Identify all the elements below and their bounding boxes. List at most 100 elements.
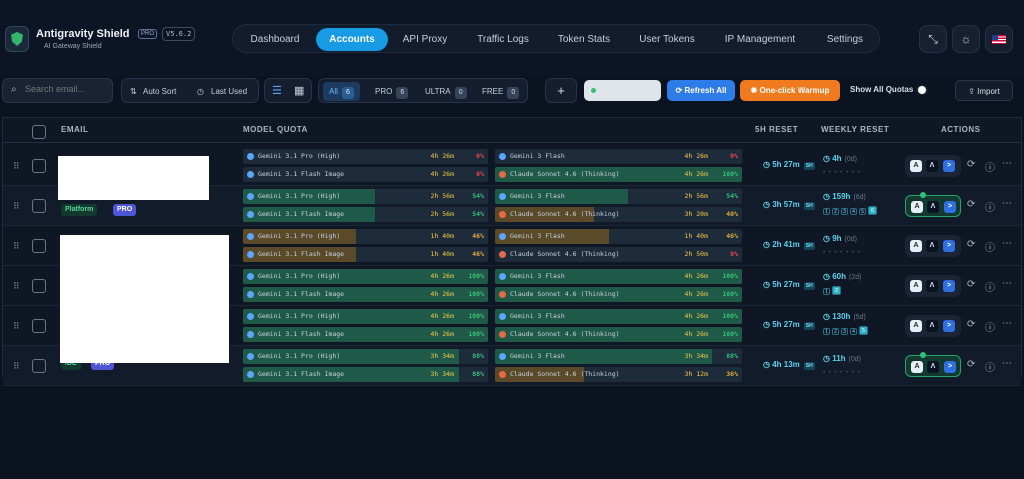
- refresh-icon[interactable]: ⟳: [967, 319, 976, 330]
- gemini-model-icon: [247, 171, 254, 178]
- antigravity-client-icon[interactable]: A: [911, 361, 923, 373]
- info-icon[interactable]: ⓘ: [985, 283, 995, 294]
- tab-user-tokens[interactable]: User Tokens: [639, 34, 695, 45]
- info-icon[interactable]: ⓘ: [985, 243, 995, 254]
- agent-client-icon[interactable]: Λ: [926, 240, 938, 252]
- claude-model-icon: [499, 291, 506, 298]
- clock-icon: ◷: [763, 320, 773, 329]
- row-checkbox[interactable]: [32, 199, 46, 213]
- account-clients: A Λ >: [905, 235, 961, 257]
- quota-reset-time: 4h 26m: [684, 152, 708, 160]
- antigravity-client-icon[interactable]: A: [910, 160, 922, 172]
- quota-percent: 0%: [730, 152, 738, 160]
- main-nav: Dashboard Accounts API Proxy Traffic Log…: [232, 24, 880, 53]
- add-account-button[interactable]: +: [545, 78, 577, 103]
- info-icon[interactable]: ⓘ: [985, 163, 995, 174]
- agent-client-icon[interactable]: Λ: [926, 280, 938, 292]
- drag-handle-icon[interactable]: ⠿: [13, 161, 20, 171]
- quota-fill: [243, 189, 376, 204]
- auto-sort-button[interactable]: Auto Sort: [143, 87, 177, 96]
- select-all-checkbox[interactable]: [32, 125, 46, 139]
- quota-bar: Gemini 3.1 Pro (High) 3h 34m 88%: [243, 349, 488, 364]
- agent-client-icon[interactable]: Λ: [927, 361, 939, 373]
- antigravity-client-icon[interactable]: A: [910, 280, 922, 292]
- info-icon[interactable]: ⓘ: [985, 363, 995, 374]
- terminal-client-icon[interactable]: >: [943, 160, 955, 172]
- drag-handle-icon[interactable]: ⠿: [13, 201, 20, 211]
- warmup-button[interactable]: ✹ One-click Warmup: [740, 80, 840, 101]
- quota-reset-time: 4h 26m: [430, 312, 454, 320]
- row-checkbox[interactable]: [32, 159, 46, 173]
- tab-settings[interactable]: Settings: [826, 34, 864, 45]
- status-input[interactable]: [584, 80, 661, 101]
- terminal-client-icon[interactable]: >: [943, 320, 955, 332]
- antigravity-client-icon[interactable]: A: [910, 320, 922, 332]
- terminal-client-icon[interactable]: >: [944, 201, 956, 213]
- model-name: Gemini 3.1 Pro (High): [258, 232, 341, 240]
- tab-api-proxy[interactable]: API Proxy: [402, 34, 448, 45]
- filter-all[interactable]: All 6: [323, 82, 360, 101]
- refresh-icon[interactable]: ⟳: [967, 239, 976, 250]
- quota-bar: Gemini 3 Flash 3h 34m 88%: [495, 349, 742, 364]
- refresh-icon[interactable]: ⟳: [967, 279, 976, 290]
- reset-5h-value: ◷ 5h 27m SH: [763, 280, 815, 290]
- gemini-model-icon: [247, 371, 254, 378]
- row-checkbox[interactable]: [32, 239, 46, 253]
- grid-view-icon[interactable]: ▦: [294, 85, 305, 97]
- last-used-button[interactable]: Last Used: [211, 87, 248, 96]
- tab-token-stats[interactable]: Token Stats: [557, 34, 611, 45]
- filter-free[interactable]: FREE 0: [482, 79, 520, 104]
- row-checkbox[interactable]: [32, 279, 46, 293]
- tab-accounts[interactable]: Accounts: [316, 28, 388, 51]
- more-options-icon[interactable]: ⋯: [1002, 318, 1012, 329]
- show-all-quotas-toggle[interactable]: [916, 85, 928, 95]
- tab-dashboard[interactable]: Dashboard: [250, 34, 300, 45]
- filter-pro[interactable]: PRO 6: [375, 79, 409, 104]
- refresh-all-button[interactable]: ⟳ Refresh All: [667, 80, 735, 101]
- drag-handle-icon[interactable]: ⠿: [13, 321, 20, 331]
- tab-traffic-logs[interactable]: Traffic Logs: [477, 34, 529, 45]
- terminal-client-icon[interactable]: >: [944, 361, 956, 373]
- quota-fill: [495, 229, 609, 244]
- model-name: Gemini 3.1 Flash Image: [258, 170, 345, 178]
- row-checkbox[interactable]: [32, 359, 46, 373]
- refresh-icon[interactable]: ⟳: [967, 359, 976, 370]
- weekly-reset-value: ◷ 9h (0d): [823, 234, 857, 243]
- filter-ultra[interactable]: ULTRA 0: [425, 79, 467, 104]
- more-options-icon[interactable]: ⋯: [1002, 278, 1012, 289]
- more-options-icon[interactable]: ⋯: [1002, 158, 1012, 169]
- antigravity-client-icon[interactable]: A: [911, 201, 923, 213]
- import-button[interactable]: ⇪ Import: [955, 80, 1013, 101]
- antigravity-client-icon[interactable]: A: [910, 240, 922, 252]
- agent-client-icon[interactable]: Λ: [926, 320, 938, 332]
- more-options-icon[interactable]: ⋯: [1002, 358, 1012, 369]
- gemini-model-icon: [499, 193, 506, 200]
- tab-ip-management[interactable]: IP Management: [724, 34, 796, 45]
- row-checkbox[interactable]: [32, 319, 46, 333]
- search-input[interactable]: [25, 84, 111, 94]
- terminal-client-icon[interactable]: >: [943, 240, 955, 252]
- terminal-client-icon[interactable]: >: [943, 280, 955, 292]
- theme-sun-icon[interactable]: ☼: [952, 25, 980, 53]
- drag-handle-icon[interactable]: ⠿: [13, 281, 20, 291]
- drag-handle-icon[interactable]: ⠿: [13, 361, 20, 371]
- refresh-icon[interactable]: ⟳: [967, 159, 976, 170]
- refresh-icon[interactable]: ⟳: [967, 199, 976, 210]
- list-view-icon[interactable]: ☰: [272, 85, 282, 97]
- weekly-day-chip: 2: [832, 328, 839, 335]
- model-name: Gemini 3 Flash: [510, 152, 565, 160]
- model-name: Gemini 3.1 Pro (High): [258, 192, 341, 200]
- info-icon[interactable]: ⓘ: [985, 323, 995, 334]
- drag-handle-icon[interactable]: ⠿: [13, 241, 20, 251]
- agent-client-icon[interactable]: Λ: [926, 160, 938, 172]
- minimize-icon[interactable]: ⤡: [919, 25, 947, 53]
- search-box[interactable]: ⌕: [2, 78, 113, 103]
- quota-reset-time: 4h 26m: [430, 152, 454, 160]
- language-flag-icon[interactable]: [985, 25, 1013, 53]
- quota-fill: [495, 189, 629, 204]
- agent-client-icon[interactable]: Λ: [927, 201, 939, 213]
- info-icon[interactable]: ⓘ: [985, 203, 995, 214]
- more-options-icon[interactable]: ⋯: [1002, 198, 1012, 209]
- more-options-icon[interactable]: ⋯: [1002, 238, 1012, 249]
- quota-percent: 100%: [722, 272, 738, 280]
